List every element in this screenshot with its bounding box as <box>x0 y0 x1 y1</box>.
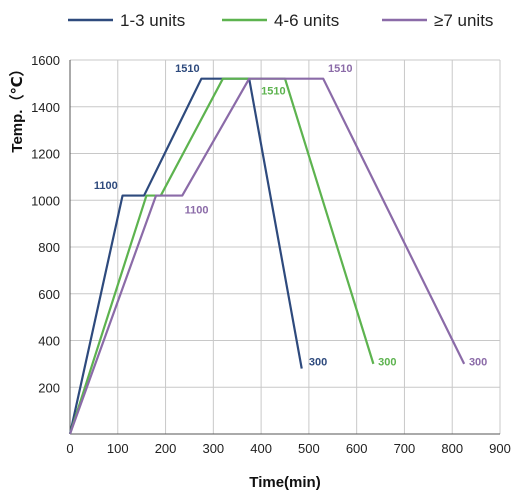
y-tick-label: 1000 <box>31 193 60 208</box>
y-tick-label: 400 <box>38 334 60 349</box>
y-tick-label: 200 <box>38 380 60 395</box>
legend-label-3: ≥7 units <box>434 11 493 30</box>
series-lines <box>68 77 466 435</box>
legend: 1-3 units 4-6 units ≥7 units <box>68 11 493 30</box>
y-tick-label: 1400 <box>31 100 60 115</box>
x-tick-label: 400 <box>250 441 272 456</box>
series-line-2 <box>68 77 375 435</box>
legend-label-1: 1-3 units <box>120 11 185 30</box>
x-tick-label: 900 <box>489 441 511 456</box>
series-line-1 <box>68 77 303 435</box>
data-label: 300 <box>309 357 327 369</box>
y-axis-label: Temp.（℃） <box>8 61 26 152</box>
axes <box>69 60 500 435</box>
data-annotations: 1100 1510 300 1510 300 1100 1510 300 <box>94 63 487 368</box>
x-tick-label: 300 <box>202 441 224 456</box>
x-tick-label: 500 <box>298 441 320 456</box>
data-label: 1510 <box>328 63 352 75</box>
y-tick-label: 800 <box>38 240 60 255</box>
data-label: 300 <box>378 357 396 369</box>
x-tick-label: 100 <box>107 441 129 456</box>
data-label: 1100 <box>94 180 118 192</box>
y-tick-label: 1600 <box>31 53 60 68</box>
y-tick-label: 1200 <box>31 147 60 162</box>
grid <box>69 59 501 435</box>
data-label: 1510 <box>175 63 199 75</box>
x-tick-label: 800 <box>441 441 463 456</box>
series-line-3 <box>68 77 466 435</box>
x-tick-label: 700 <box>394 441 416 456</box>
data-label: 1510 <box>261 85 285 97</box>
x-tick-label: 0 <box>66 441 73 456</box>
x-tick-labels: 0 100 200 300 400 500 600 700 800 900 <box>66 441 510 456</box>
legend-label-2: 4-6 units <box>274 11 339 30</box>
y-tick-labels: 200 400 600 800 1000 1200 1400 1600 <box>31 53 60 395</box>
x-axis-label: Time(min) <box>249 474 320 491</box>
data-label: 1100 <box>185 205 209 217</box>
x-tick-label: 600 <box>346 441 368 456</box>
y-tick-label: 600 <box>38 287 60 302</box>
x-tick-label: 200 <box>155 441 177 456</box>
data-label: 300 <box>469 357 487 369</box>
